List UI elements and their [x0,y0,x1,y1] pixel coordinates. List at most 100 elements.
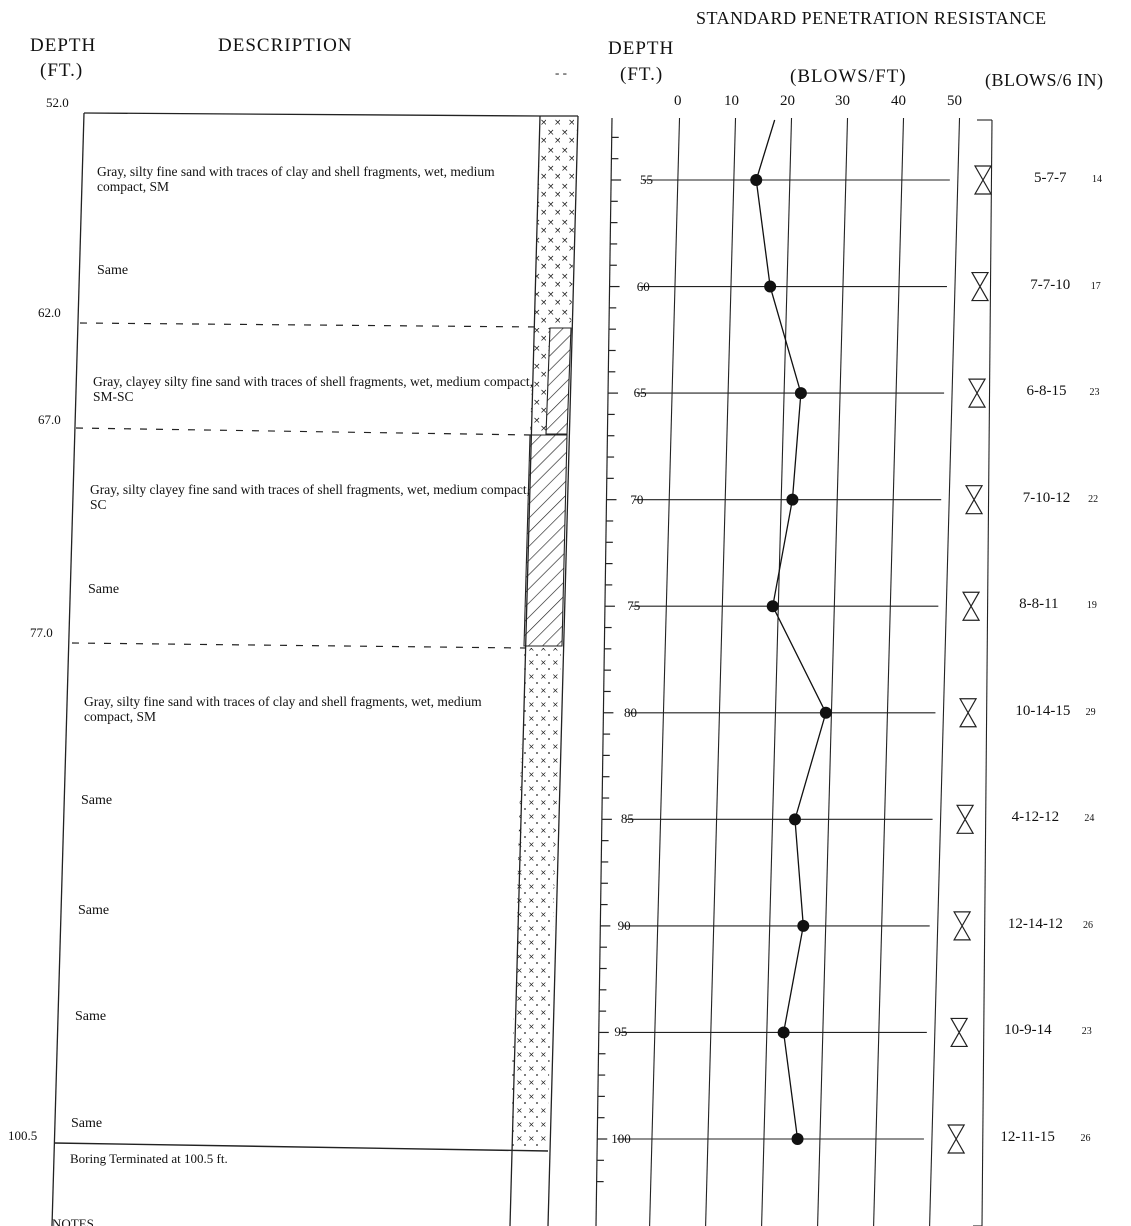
depth-header-left: DEPTH [30,35,97,56]
stratum-depth: 52.0 [46,95,69,110]
spt-series-line [755,119,827,1140]
spt-chart-depth-gridlines [616,179,950,1140]
soil-description: Gray, silty clayey fine sand with traces… [90,482,530,512]
description-header: DESCRIPTION [218,35,353,56]
blow-count: 4-12-12 [1011,809,1060,826]
x-tick-label: 40 [891,93,906,109]
ft-header-mid: (FT.) [620,64,664,85]
soil-description: Gray, clayey silty fine sand with traces… [93,374,533,404]
blows-per-6in-header: (BLOWS/6 IN) [985,70,1104,90]
depth-header-mid: DEPTH [608,38,675,59]
handwritten-total: 29 [1085,706,1096,718]
depth-label: 85 [620,811,634,827]
depth-scale [595,117,622,1226]
depth-label: 80 [624,704,638,720]
soil-column [510,117,577,1150]
handwritten-total: 26 [1083,919,1094,931]
blow-count: 7-7-10 [1030,276,1071,293]
depth-label: 100 [611,1131,631,1146]
soil-description-same: Same [71,1116,103,1131]
spt-vertical-gridline [761,117,793,1226]
stratum-depth: 67.0 [38,412,61,427]
sampler-hourglass-icon [953,911,972,941]
sampler-hourglass-icon [967,378,987,408]
handwritten-total: 17 [1090,280,1101,292]
spt-data-point [819,706,832,719]
sampler-hourglass-icon [965,485,984,515]
blow-count: 8-8-11 [1019,596,1059,613]
spt-title: STANDARD PENETRATION RESISTANCE [696,8,1047,28]
soil-description-same: Same [97,263,129,278]
depth-label: 65 [633,385,647,401]
depth-label: 75 [627,598,641,614]
sampler-hourglass-icon [959,698,978,728]
depth-label: 95 [614,1024,628,1040]
blow-count: 10-9-14 [1004,1022,1052,1039]
blow-count: 12-11-15 [1000,1129,1055,1145]
spt-chart-vertical-gridlines [649,117,961,1226]
x-tick-label: 30 [835,93,850,109]
sampler-hourglass-icon [956,804,975,834]
sampler-hourglass-icon [970,271,990,302]
spt-vertical-gridline [817,117,849,1226]
log-frame [51,112,579,1226]
sampler-hourglass-icon [947,1124,966,1154]
spt-data-point [777,1026,790,1039]
soil-description-same: Same [78,903,110,918]
blow-count: 6-8-15 [1026,383,1067,400]
spt-data-point [791,1133,804,1145]
soil-description-same: Same [88,582,120,597]
spt-vertical-gridline [873,117,905,1226]
handwritten-total: 19 [1086,600,1097,612]
depth-label: 90 [617,917,631,933]
handwritten-total: 26 [1080,1133,1091,1144]
handwritten-total: 23 [1089,387,1100,399]
spt-data-point [750,174,763,186]
depth-label: 55 [640,172,653,187]
soil-description-same: Same [81,793,113,808]
spt-data-point [794,387,807,400]
x-tick-label: 10 [724,93,739,109]
blow-count: 5-7-7 [1034,170,1067,186]
spt-sampler-symbols [947,165,993,1154]
handwritten-total: 23 [1081,1026,1092,1038]
spt-vertical-gridline [649,117,681,1226]
boring-terminated-note: Boring Terminated at 100.5 ft. [70,1151,228,1166]
blow-count: 12-14-12 [1007,915,1063,932]
soil-description-same: Same [75,1009,107,1024]
spt-data-point [797,919,810,932]
sampler-hourglass-icon [973,165,993,195]
depth-label: 60 [636,278,650,294]
spt-data-point [788,813,801,826]
ft-header-left: (FT.) [40,60,84,81]
spt-data-point [764,280,777,293]
x-tick-label: 0 [674,93,682,109]
notes-heading: NOTES [52,1216,94,1226]
spt-data-point [786,493,799,506]
blow-count: 7-10-12 [1022,489,1071,506]
x-tick-label: 50 [947,93,962,109]
spt-series [750,119,832,1145]
sampler-hourglass-icon [950,1017,969,1048]
spt-chart-frame [616,117,961,1226]
stratum-depth: 77.0 [30,625,53,640]
depth-label: 70 [630,491,644,507]
handwritten-total: 14 [1092,174,1102,185]
depth-scale-ticks [596,136,622,1183]
sampler-hourglass-icon [962,591,981,621]
stratum-depth: 62.0 [38,305,61,320]
stratum-lines [53,322,549,1152]
x-tick-label: 20 [780,93,795,109]
handwritten-total: 22 [1088,493,1099,505]
spt-vertical-gridline [705,117,737,1226]
spt-data-point [766,600,779,613]
spt-vertical-gridline [929,117,961,1226]
soil-description: Gray, silty fine sand with traces of cla… [97,164,495,194]
blow-count: 10-14-15 [1015,702,1071,719]
blows-per-ft-header: (BLOWS/FT) [790,66,907,87]
sample-column [947,119,993,1226]
handwritten-total: 24 [1084,813,1095,825]
stratum-depth: 100.5 [8,1128,38,1143]
